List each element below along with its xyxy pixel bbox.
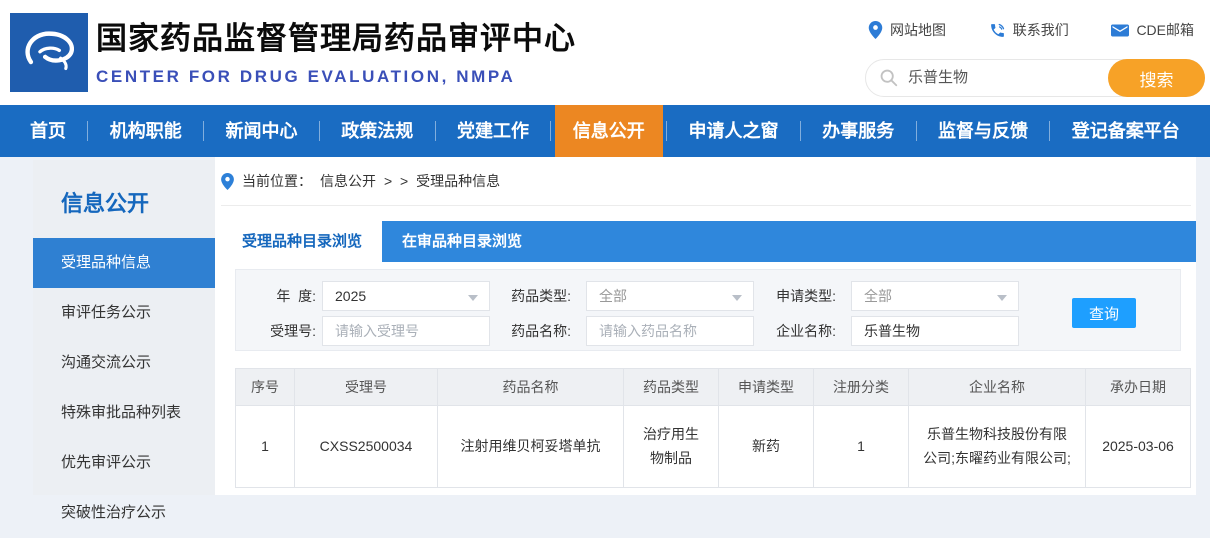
sidebar-item-priority-review[interactable]: 优先审评公示 <box>61 454 152 471</box>
sidebar-item-review-tasks[interactable]: 审评任务公示 <box>61 304 152 321</box>
cde-mail-link-label: CDE邮箱 <box>1136 22 1194 38</box>
sidebar-item-accepted-varieties[interactable]: 受理品种信息 <box>33 238 215 288</box>
site-search-bar[interactable]: 乐普生物 搜索 <box>865 59 1205 97</box>
mail-icon <box>1111 24 1130 36</box>
contact-us-link[interactable]: 联系我们 <box>989 20 1069 40</box>
nav-separator <box>550 121 552 141</box>
nav-item-services[interactable]: 办事服务 <box>822 121 895 141</box>
apply-type-select-value: 全部 <box>864 288 892 304</box>
sidebar-item-breakthrough-therapy[interactable]: 突破性治疗公示 <box>61 504 167 521</box>
apply-type-select[interactable]: 全部 <box>851 281 1019 311</box>
phone-icon <box>990 23 1004 37</box>
cell-seq: 1 <box>235 405 295 488</box>
nav-separator <box>203 121 205 141</box>
location-pin-icon <box>868 21 883 39</box>
breadcrumb-current: 受理品种信息 <box>416 173 501 189</box>
nav-item-applicant-window[interactable]: 申请人之窗 <box>688 121 779 141</box>
chevron-down-icon <box>468 295 478 301</box>
contact-us-link-label: 联系我们 <box>1012 22 1069 38</box>
main-content: 当前位置： 信息公开 > > 受理品种信息 受理品种目录浏览 在审品种目录浏览 年… <box>215 157 1196 495</box>
cell-drug-name: 注射用维贝柯妥塔单抗 <box>437 405 624 488</box>
breadcrumb-section-link[interactable]: 信息公开 <box>320 173 376 189</box>
nav-separator <box>318 121 320 141</box>
company-name-input[interactable] <box>851 316 1019 346</box>
catalog-tabbar: 受理品种目录浏览 在审品种目录浏览 <box>222 221 1196 262</box>
site-title: 国家药品监督管理局药品审评中心 <box>96 21 576 56</box>
col-header-seq: 序号 <box>235 368 295 406</box>
tab-accepted-catalog[interactable]: 受理品种目录浏览 <box>222 221 382 262</box>
nav-item-home[interactable]: 首页 <box>30 121 66 141</box>
nav-separator <box>87 121 89 141</box>
nav-separator <box>799 121 801 141</box>
col-header-company: 企业名称 <box>908 368 1086 406</box>
sitemap-link[interactable]: 网站地图 <box>868 20 946 40</box>
nav-item-party-building[interactable]: 党建工作 <box>457 121 529 141</box>
table-row: 1 CXSS2500034 注射用维贝柯妥塔单抗 治疗用生物制品 新药 1 乐普… <box>235 405 1191 488</box>
year-select-value: 2025 <box>335 288 367 304</box>
sidebar-item-special-approval[interactable]: 特殊审批品种列表 <box>61 404 182 421</box>
company-name-label: 企业名称: <box>776 323 836 339</box>
cell-acceptance-no: CXSS2500034 <box>294 405 438 488</box>
breadcrumb-separator: > > <box>384 173 409 189</box>
cde-logo-swirl-icon <box>25 30 75 70</box>
query-button[interactable]: 查询 <box>1072 298 1136 328</box>
cell-drug-type: 治疗用生物制品 <box>623 405 719 488</box>
breadcrumb-pin-icon <box>221 172 234 190</box>
nav-item-registration-platform[interactable]: 登记备案平台 <box>1071 121 1180 141</box>
nav-item-supervision-feedback[interactable]: 监督与反馈 <box>938 121 1028 141</box>
nav-item-news-center[interactable]: 新闻中心 <box>225 121 298 141</box>
nav-separator <box>1049 121 1051 141</box>
chevron-down-icon <box>732 295 742 301</box>
accept-no-label: 受理号: <box>270 323 316 339</box>
year-label: 年 度: <box>276 288 316 304</box>
drug-name-label: 药品名称: <box>511 323 571 339</box>
col-header-drug-name: 药品名称 <box>437 368 624 406</box>
site-search-input[interactable]: 乐普生物 <box>908 69 969 86</box>
nav-item-info-disclosure[interactable]: 信息公开 <box>554 105 663 157</box>
cell-company: 乐普生物科技股份有限公司;东曜药业有限公司; <box>908 405 1086 488</box>
cell-reg-class: 1 <box>813 405 909 488</box>
site-header: 国家药品监督管理局药品审评中心 CENTER FOR DRUG EVALUATI… <box>0 0 1210 105</box>
sidebar: 信息公开 受理品种信息 审评任务公示 沟通交流公示 特殊审批品种列表 优先审评公… <box>33 160 215 521</box>
search-icon <box>880 69 898 87</box>
breadcrumb: 当前位置： 信息公开 > > 受理品种信息 <box>221 157 1191 206</box>
nav-item-org-functions[interactable]: 机构职能 <box>109 121 182 141</box>
tab-under-review-catalog[interactable]: 在审品种目录浏览 <box>401 233 522 250</box>
cde-mail-link[interactable]: CDE邮箱 <box>1111 20 1194 40</box>
table-header-row: 序号 受理号 药品名称 药品类型 申请类型 注册分类 企业名称 承办日期 <box>235 368 1191 406</box>
results-table: 序号 受理号 药品名称 药品类型 申请类型 注册分类 企业名称 承办日期 1 C… <box>235 368 1191 488</box>
drug-type-label: 药品类型: <box>511 288 571 304</box>
year-select[interactable]: 2025 <box>322 281 490 311</box>
cde-logo <box>10 13 88 92</box>
col-header-drug-type: 药品类型 <box>623 368 719 406</box>
drug-type-select-value: 全部 <box>599 288 627 304</box>
header-quick-links: 网站地图 联系我们 CDE邮箱 <box>868 20 1194 40</box>
breadcrumb-location-label: 当前位置： <box>242 173 312 189</box>
col-header-apply-type: 申请类型 <box>718 368 814 406</box>
main-nav: 首页 机构职能 新闻中心 政策法规 党建工作 信息公开 申请人之窗 办事服务 监… <box>0 105 1210 157</box>
col-header-acceptance-no: 受理号 <box>294 368 438 406</box>
sidebar-title: 信息公开 <box>61 191 150 216</box>
cell-date: 2025-03-06 <box>1085 405 1191 488</box>
nav-separator <box>434 121 436 141</box>
sidebar-item-communication[interactable]: 沟通交流公示 <box>61 354 152 371</box>
col-header-reg-class: 注册分类 <box>813 368 909 406</box>
apply-type-label: 申请类型: <box>776 288 836 304</box>
nav-separator <box>915 121 917 141</box>
cell-apply-type: 新药 <box>718 405 814 488</box>
drug-name-input[interactable] <box>586 316 754 346</box>
sitemap-link-label: 网站地图 <box>890 22 946 38</box>
nav-separator <box>666 121 668 141</box>
site-subtitle: CENTER FOR DRUG EVALUATION, NMPA <box>96 67 516 86</box>
nav-item-policies[interactable]: 政策法规 <box>341 121 414 141</box>
drug-type-select[interactable]: 全部 <box>586 281 754 311</box>
col-header-date: 承办日期 <box>1085 368 1191 406</box>
site-search-button[interactable]: 搜索 <box>1108 59 1205 97</box>
chevron-down-icon <box>997 295 1007 301</box>
accept-no-input[interactable] <box>322 316 490 346</box>
filter-panel: 年 度: 2025 药品类型: 全部 申请类型: 全部 受理号: 药品名称: 企… <box>235 269 1181 351</box>
